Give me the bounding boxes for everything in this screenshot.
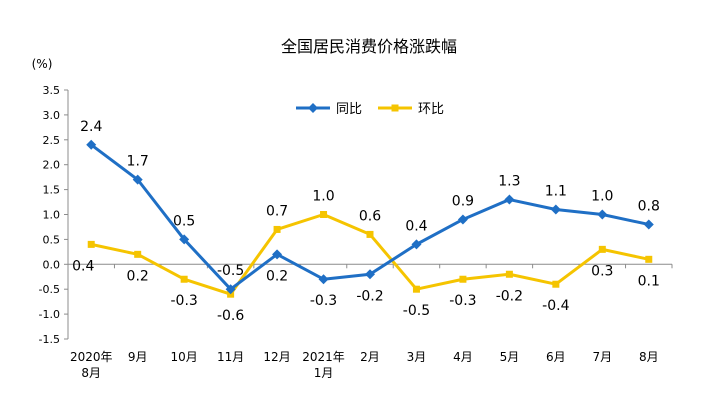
x-tick-label: 11月 (217, 350, 244, 364)
data-label-mom: -0.4 (542, 298, 569, 314)
data-label-yoy: 2.4 (80, 119, 102, 135)
x-tick-label: 7月 (592, 350, 612, 364)
data-label-yoy: 1.7 (127, 154, 149, 170)
x-tick-label: 2月 (360, 350, 380, 364)
data-point-marker (365, 269, 375, 280)
data-point-marker (320, 211, 328, 218)
data-point-marker (87, 240, 95, 248)
data-label-yoy: -0.5 (217, 263, 244, 279)
data-point-marker (180, 275, 188, 283)
data-label-yoy: 1.0 (591, 189, 613, 205)
data-point-marker (550, 204, 561, 215)
data-point-marker (457, 214, 468, 225)
data-point-marker (273, 225, 281, 233)
legend-label: 同比 (336, 102, 362, 117)
y-tick-label: 1.0 (43, 209, 61, 222)
data-point-marker (504, 194, 515, 205)
y-tick-label: 3.0 (43, 109, 61, 122)
x-tick-label: 3月 (407, 350, 427, 364)
y-tick-label: 0.5 (43, 233, 61, 246)
data-label-mom: 0.1 (638, 273, 660, 289)
data-point-marker (552, 280, 560, 288)
data-label-yoy: 0.9 (452, 193, 474, 209)
data-label-mom: 0.4 (72, 258, 94, 274)
legend-marker (308, 103, 318, 113)
data-label-mom: 0.7 (266, 203, 288, 219)
y-tick-label: 0.0 (43, 258, 61, 271)
data-label-mom: 0.6 (359, 208, 381, 224)
data-label-mom: 0.3 (591, 263, 613, 279)
x-tick-label: 10月 (171, 350, 198, 364)
data-point-marker (412, 285, 420, 293)
data-point-marker (505, 270, 513, 278)
legend-label: 环比 (418, 102, 444, 117)
data-point-marker (318, 274, 329, 285)
data-point-marker (597, 209, 608, 220)
chart-title: 全国居民消费价格涨跌幅 (281, 37, 457, 56)
data-label-yoy: 0.2 (266, 268, 288, 284)
x-tick-label: 12月 (263, 350, 290, 364)
x-tick-label: 9月 (128, 350, 148, 364)
data-label-mom: -0.6 (217, 308, 244, 324)
y-tick-label: 2.5 (43, 134, 61, 147)
data-label-mom: -0.3 (170, 293, 197, 309)
y-tick-label: -1.5 (39, 333, 60, 346)
data-point-marker (134, 250, 142, 258)
data-label-mom: -0.5 (403, 303, 430, 319)
y-axis-unit-label: (%) (32, 57, 53, 71)
data-point-marker (598, 245, 606, 253)
legend-marker (391, 104, 399, 112)
x-tick-label: 4月 (453, 350, 473, 364)
x-tick-label: 8月 (81, 366, 101, 380)
data-point-marker (411, 239, 422, 250)
data-label-mom: -0.3 (449, 293, 476, 309)
data-point-marker (179, 234, 190, 245)
x-tick-label: 8月 (639, 350, 659, 364)
data-label-yoy: 1.3 (498, 174, 520, 190)
data-label-yoy: 0.8 (638, 198, 660, 214)
data-point-marker (643, 219, 654, 230)
x-tick-label: 5月 (500, 350, 520, 364)
x-tick-label: 6月 (546, 350, 566, 364)
data-label-yoy: -0.3 (310, 293, 337, 309)
y-tick-label: -1.0 (39, 308, 60, 321)
data-point-marker (366, 230, 374, 238)
x-tick-label: 1月 (314, 366, 334, 380)
data-point-marker (132, 174, 143, 185)
data-point-marker (225, 284, 236, 295)
y-tick-label: 2.0 (43, 159, 61, 172)
data-label-yoy: -0.2 (356, 288, 383, 304)
data-label-mom: 0.2 (127, 268, 149, 284)
data-point-marker (272, 249, 283, 260)
data-point-marker (645, 255, 653, 263)
data-point-marker (459, 275, 467, 283)
x-tick-label: 2021年 (302, 350, 345, 364)
y-tick-label: 1.5 (43, 184, 61, 197)
y-tick-label: 3.5 (43, 84, 61, 97)
data-label-mom: 1.0 (312, 189, 334, 205)
data-point-marker (86, 139, 97, 150)
y-tick-label: -0.5 (39, 283, 60, 296)
data-label-yoy: 1.1 (545, 184, 567, 200)
data-label-mom: -0.2 (496, 288, 523, 304)
data-label-yoy: 0.4 (405, 218, 427, 234)
data-label-yoy: 0.5 (173, 213, 195, 229)
x-tick-label: 2020年 (70, 350, 113, 364)
